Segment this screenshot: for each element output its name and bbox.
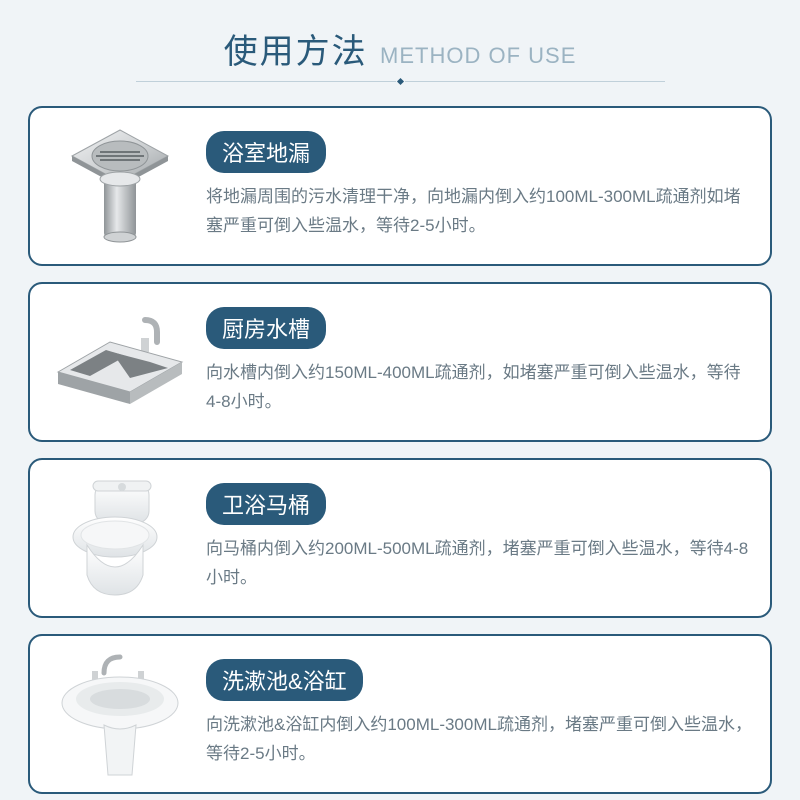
card-floor-drain: 浴室地漏 将地漏周围的污水清理干净，向地漏内倒入约100ML-300ML疏通剂如… xyxy=(28,106,772,266)
header: 使用方法 METHOD OF USE xyxy=(0,0,800,102)
card-kitchen-sink: 厨房水槽 向水槽内倒入约150ML-400ML疏通剂，如堵塞严重可倒入些温水，等… xyxy=(28,282,772,442)
card-desc: 向马桶内倒入约200ML-500ML疏通剂，堵塞严重可倒入些温水，等待4-8小时… xyxy=(206,535,752,593)
title-cn: 使用方法 xyxy=(224,33,368,71)
card-title: 厨房水槽 xyxy=(206,307,326,349)
card-title: 浴室地漏 xyxy=(206,131,326,173)
card-desc: 向水槽内倒入约150ML-400ML疏通剂，如堵塞严重可倒入些温水，等待4-8小… xyxy=(206,359,752,417)
washbasin-icon xyxy=(40,646,200,782)
cards-container: 浴室地漏 将地漏周围的污水清理干净，向地漏内倒入约100ML-300ML疏通剂如… xyxy=(0,102,800,794)
toilet-icon xyxy=(40,470,200,606)
card-title: 洗漱池&浴缸 xyxy=(206,659,363,701)
floor-drain-icon xyxy=(40,118,200,254)
divider xyxy=(0,79,800,84)
card-desc: 将地漏周围的污水清理干净，向地漏内倒入约100ML-300ML疏通剂如堵塞严重可… xyxy=(206,183,752,241)
kitchen-sink-icon xyxy=(40,294,200,430)
title-en: METHOD OF USE xyxy=(380,43,576,68)
card-toilet: 卫浴马桶 向马桶内倒入约200ML-500ML疏通剂，堵塞严重可倒入些温水，等待… xyxy=(28,458,772,618)
card-title: 卫浴马桶 xyxy=(206,483,326,525)
card-washbasin: 洗漱池&浴缸 向洗漱池&浴缸内倒入约100ML-300ML疏通剂，堵塞严重可倒入… xyxy=(28,634,772,794)
card-desc: 向洗漱池&浴缸内倒入约100ML-300ML疏通剂，堵塞严重可倒入些温水，等待2… xyxy=(206,711,752,769)
